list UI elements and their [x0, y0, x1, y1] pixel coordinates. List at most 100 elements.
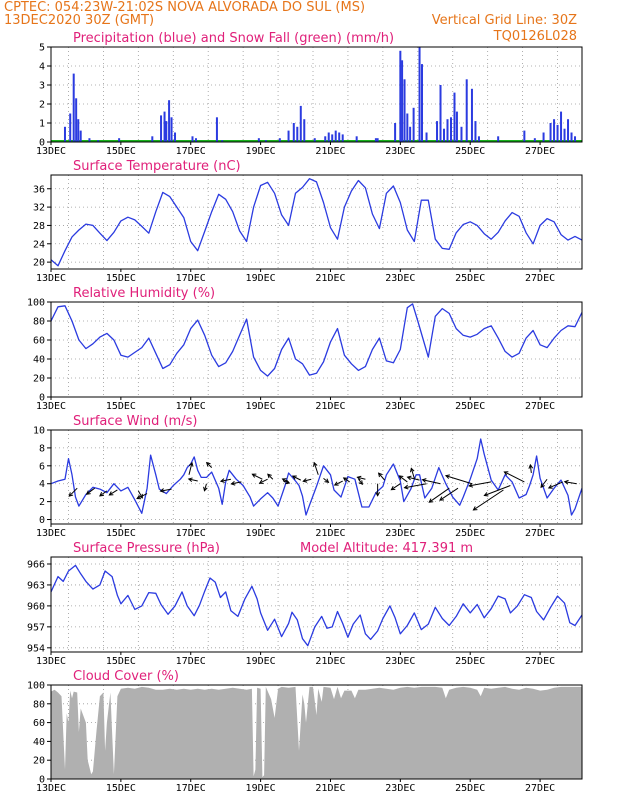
x-tick-label: 13DEC	[36, 273, 66, 284]
y-tick-label: 954	[27, 643, 45, 654]
wind-arrow	[563, 479, 577, 485]
x-tick-label: 17DEC	[176, 273, 206, 284]
x-tick-label: 21DEC	[315, 528, 345, 539]
wind-arrow-shaft	[404, 483, 427, 489]
precip-bar	[215, 117, 218, 142]
wind-arrow-shaft	[323, 477, 329, 483]
x-tick-label: 17DEC	[176, 401, 206, 412]
panel-1: 0 1 2 3 4 5 Precipitation (blue) and Snow Fall…	[36, 31, 583, 157]
y-tick-label: 20	[33, 374, 45, 385]
wind-arrow	[468, 481, 492, 488]
panel-title: Surface Temperature (nC)	[73, 159, 241, 174]
wind-arrow-shaft	[484, 485, 511, 496]
wind-arrow-head	[398, 475, 404, 480]
x-tick-label: 23DEC	[385, 783, 415, 794]
x-tick-label: 19DEC	[246, 656, 276, 667]
wind-arrow-head	[324, 478, 330, 483]
wind-arrow	[377, 472, 386, 481]
precip-bar	[331, 134, 334, 142]
panel-3: 0 20 40 60 80 100 Relative Humidity (%) 13DEC 15…	[27, 286, 583, 412]
precip-bar	[406, 113, 409, 142]
wind-arrow	[99, 490, 108, 497]
x-tick-label: 13DEC	[36, 656, 66, 667]
precip-bar	[69, 113, 72, 142]
x-tick-label: 27DEC	[525, 273, 555, 284]
precip-bar	[194, 138, 197, 142]
panel-title: Surface Pressure (hPa)	[73, 541, 220, 556]
wind-arrow	[205, 461, 213, 468]
wind-arrow-shaft	[399, 475, 408, 483]
precip-bar	[174, 132, 177, 142]
wind-arrow-head	[219, 478, 225, 483]
wind-arrow-shaft	[407, 476, 420, 481]
precip-bar	[436, 121, 439, 142]
panel-title: Surface Wind (m/s)	[73, 414, 197, 429]
wind-arrow-shaft	[564, 481, 577, 485]
wind-arrow	[68, 487, 78, 497]
precip-bar	[376, 138, 379, 142]
series-line	[50, 178, 583, 267]
x-tick-label: 17DEC	[176, 528, 206, 539]
series-line	[50, 303, 583, 377]
wind-arrow	[159, 488, 172, 493]
precip-bar	[324, 136, 327, 142]
precip-bar	[497, 136, 500, 142]
wind-arrow	[267, 473, 274, 480]
x-tick-label: 21DEC	[315, 273, 345, 284]
y-tick-label: 4	[39, 479, 45, 490]
x-tick-label: 19DEC	[246, 783, 276, 794]
wind-arrow-shaft	[439, 487, 459, 501]
wind-arrow-head	[503, 471, 509, 476]
precip-bar	[327, 132, 330, 142]
wind-arrow-shaft	[391, 483, 401, 491]
precip-bar	[257, 138, 260, 142]
precip-bar	[425, 132, 428, 142]
y-tick-label: 60	[33, 336, 45, 347]
y-tick-label: 20	[33, 258, 45, 269]
wind-arrow-shaft	[203, 483, 207, 491]
x-tick-label: 15DEC	[106, 656, 136, 667]
precip-bar	[374, 138, 377, 142]
wind-arrow-shaft	[548, 481, 563, 489]
wind-arrow	[230, 480, 242, 486]
x-tick-label: 23DEC	[385, 656, 415, 667]
wind-arrow-shaft	[231, 481, 242, 485]
precip-bar	[278, 138, 281, 142]
precip-bar	[446, 119, 449, 142]
wind-arrow-head	[203, 486, 208, 492]
wind-arrow-head	[281, 478, 287, 483]
wind-arrow	[358, 478, 364, 486]
precip-bar	[570, 132, 573, 142]
x-tick-label: 13DEC	[36, 401, 66, 412]
wind-arrow	[356, 475, 366, 481]
precip-bar	[313, 138, 316, 142]
x-tick-label: 21DEC	[315, 401, 345, 412]
y-tick-label: 100	[27, 298, 45, 309]
precip-bar	[409, 126, 412, 142]
precip-bar	[460, 126, 463, 142]
wind-arrow-shaft	[343, 477, 350, 483]
y-tick-label: 2	[39, 497, 45, 508]
wind-arrow	[403, 483, 427, 490]
x-tick-label: 25DEC	[455, 783, 485, 794]
wind-arrow-head	[108, 491, 114, 496]
wind-arrow-head	[159, 488, 165, 493]
wind-arrow-head	[333, 481, 339, 486]
wind-arrow	[390, 483, 401, 491]
wind-arrow	[333, 480, 343, 486]
precip-bar	[574, 136, 577, 142]
x-tick-label: 25DEC	[455, 401, 485, 412]
panel-frame	[50, 429, 583, 525]
wind-arrow-shaft	[136, 493, 148, 500]
precip-bar	[412, 107, 415, 142]
precip-bar	[341, 134, 344, 142]
station-header: CPTEC: 054:23W-21:02S NOVA ALVORADA DO S…	[4, 0, 365, 15]
wind-arrow-shaft	[206, 462, 213, 468]
precip-bar	[118, 138, 121, 142]
wind-arrow	[439, 487, 459, 501]
wind-arrow-head	[138, 493, 143, 499]
wind-arrow-head	[99, 492, 104, 497]
precip-bar	[542, 132, 545, 142]
x-tick-label: 25DEC	[455, 146, 485, 157]
cloud-cover-area	[51, 686, 582, 779]
